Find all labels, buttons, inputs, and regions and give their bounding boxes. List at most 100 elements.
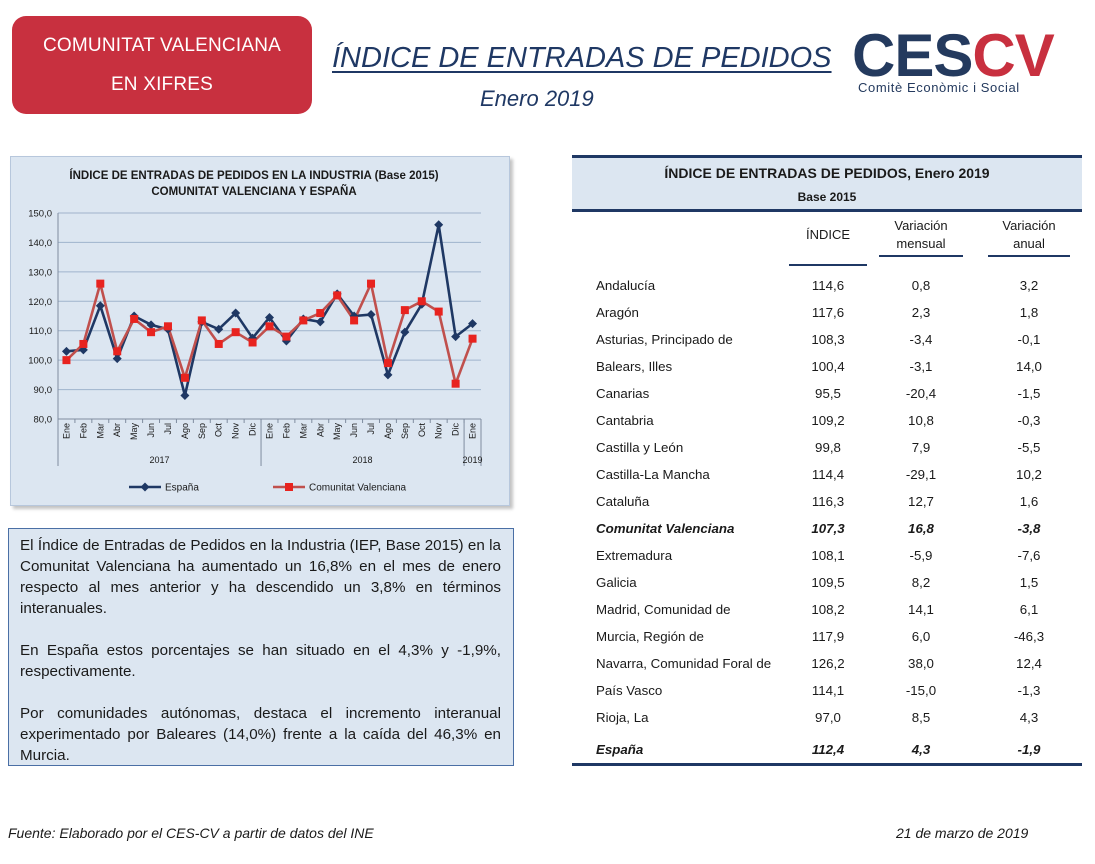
x-tick-label: Ene — [61, 423, 71, 439]
source-note: Fuente: Elaborado por el CES-CV a partir… — [8, 825, 374, 841]
cell-region: Navarra, Comunidad Foral de — [596, 656, 772, 671]
logo-ces: CES — [852, 22, 973, 89]
table-row: Cantabria 109,2 10,8 -0,3 — [572, 410, 1082, 432]
cell-index: 117,9 — [811, 629, 845, 644]
cell-index: 116,3 — [811, 494, 845, 509]
data-point-comunitat-valenciana — [468, 334, 477, 343]
cell-monthly: 16,8 — [908, 521, 934, 536]
x-tick-label: Nov — [231, 423, 241, 440]
cell-region: España — [596, 742, 644, 757]
cell-index: 95,5 — [815, 386, 841, 401]
series-line-espana — [66, 223, 474, 397]
cell-monthly: 38,0 — [908, 656, 934, 671]
cell-region: Balears, Illes — [596, 359, 673, 374]
data-point-espana — [78, 345, 88, 355]
table-header: ÍNDICE DE ENTRADAS DE PEDIDOS, Enero 201… — [572, 155, 1082, 212]
data-point-comunitat-valenciana — [231, 328, 240, 337]
data-point-comunitat-valenciana — [282, 332, 291, 341]
col-header-monthly: Variación mensual — [879, 217, 963, 257]
cell-region: Murcia, Región de — [596, 629, 704, 644]
data-point-comunitat-valenciana — [265, 322, 274, 331]
summary-paragraph-3: Por comunidades autónomas, destaca el in… — [20, 705, 501, 764]
cell-monthly: -3,1 — [909, 359, 933, 374]
cell-monthly: 8,5 — [911, 710, 931, 725]
data-point-comunitat-valenciana — [299, 316, 308, 325]
cell-region: Andalucía — [596, 278, 656, 293]
x-tick-label: Jul — [163, 423, 173, 435]
x-tick-label: May — [129, 423, 139, 441]
table-row: Rioja, La 97,0 8,5 4,3 — [572, 707, 1082, 729]
x-tick-label: Sep — [400, 423, 410, 439]
cell-monthly: -3,4 — [909, 332, 933, 347]
cell-annual: -5,5 — [1017, 440, 1041, 455]
cell-index: 112,4 — [811, 742, 845, 757]
cell-index: 109,5 — [811, 575, 845, 590]
cell-monthly: -5,9 — [909, 548, 933, 563]
cell-annual: -1,3 — [1017, 683, 1041, 698]
data-point-espana — [366, 310, 376, 320]
legend-marker-comunitat-valenciana — [285, 483, 293, 491]
cell-annual: -1,9 — [1017, 742, 1041, 757]
data-point-comunitat-valenciana — [316, 309, 325, 318]
cell-region: Cataluña — [596, 494, 650, 509]
chart-subtitle: COMUNITAT VALENCIANA Y ESPAÑA — [151, 185, 356, 198]
cell-region: Asturias, Principado de — [596, 332, 733, 347]
table-row: Cataluña 116,3 12,7 1,6 — [572, 491, 1082, 513]
cell-annual: -0,3 — [1017, 413, 1041, 428]
y-tick-label: 150,0 — [28, 209, 52, 220]
cell-region: Aragón — [596, 305, 639, 320]
table-row: Castilla-La Mancha 114,4 -29,1 10,2 — [572, 464, 1082, 486]
x-tick-label: Feb — [78, 423, 88, 439]
cell-index: 108,2 — [811, 602, 845, 617]
badge-line-2: EN XIFRES — [110, 73, 214, 95]
x-tick-label: Ene — [265, 423, 275, 439]
cell-annual: 4,3 — [1019, 710, 1039, 725]
table-row: Balears, Illes 100,4 -3,1 14,0 — [572, 356, 1082, 378]
data-point-comunitat-valenciana — [367, 279, 376, 288]
col-header-index: ÍNDICE — [789, 217, 867, 266]
data-point-espana — [400, 327, 410, 337]
cell-annual: -3,8 — [1017, 521, 1041, 536]
table-row: Navarra, Comunidad Foral de 126,2 38,0 12,4 — [572, 653, 1082, 675]
y-tick-label: 130,0 — [28, 267, 52, 278]
data-point-espana — [146, 320, 156, 330]
page-subtitle: Enero 2019 — [480, 86, 594, 111]
table-row: Extremadura 108,1 -5,9 -7,6 — [572, 545, 1082, 567]
cell-annual: -46,3 — [1013, 629, 1045, 644]
cell-monthly: -20,4 — [905, 386, 937, 401]
data-point-comunitat-valenciana — [214, 339, 223, 348]
logo-subtitle: Comitè Econòmic i Social — [858, 80, 1020, 95]
data-point-espana — [315, 317, 325, 327]
table-title: ÍNDICE DE ENTRADAS DE PEDIDOS, Enero 201… — [664, 165, 990, 181]
data-point-espana — [468, 319, 478, 329]
table-row: España 112,4 4,3 -1,9 — [572, 739, 1082, 761]
cell-monthly: 6,0 — [911, 629, 931, 644]
data-point-comunitat-valenciana — [383, 359, 392, 368]
cell-annual: 14,0 — [1016, 359, 1042, 374]
table-base: Base 2015 — [797, 190, 857, 204]
cell-index: 108,3 — [811, 332, 845, 347]
cell-annual: -7,6 — [1017, 548, 1041, 563]
cell-index: 114,6 — [811, 278, 845, 293]
data-point-comunitat-valenciana — [62, 356, 71, 365]
cell-annual: 1,5 — [1019, 575, 1039, 590]
x-tick-label: May — [332, 423, 342, 441]
data-point-espana — [112, 354, 122, 364]
cell-annual: -1,5 — [1017, 386, 1041, 401]
cell-monthly: 0,8 — [911, 278, 931, 293]
y-tick-label: 140,0 — [28, 238, 52, 249]
cell-monthly: -15,0 — [905, 683, 937, 698]
col-header-annual: Variación anual — [988, 217, 1070, 257]
x-tick-label: Ago — [180, 423, 190, 439]
data-point-espana — [434, 220, 444, 230]
cell-region: Castilla-La Mancha — [596, 467, 710, 482]
x-tick-label: Dic — [248, 423, 258, 436]
col-header-annual-line1: Variación — [1002, 218, 1056, 233]
y-tick-label: 100,0 — [28, 356, 52, 367]
legend-label: Comunitat Valenciana — [309, 483, 407, 494]
data-point-comunitat-valenciana — [113, 347, 122, 356]
cell-monthly: 14,1 — [908, 602, 934, 617]
y-tick-label: 80,0 — [34, 415, 53, 426]
data-point-comunitat-valenciana — [163, 322, 172, 331]
cell-annual: 10,2 — [1016, 467, 1042, 482]
